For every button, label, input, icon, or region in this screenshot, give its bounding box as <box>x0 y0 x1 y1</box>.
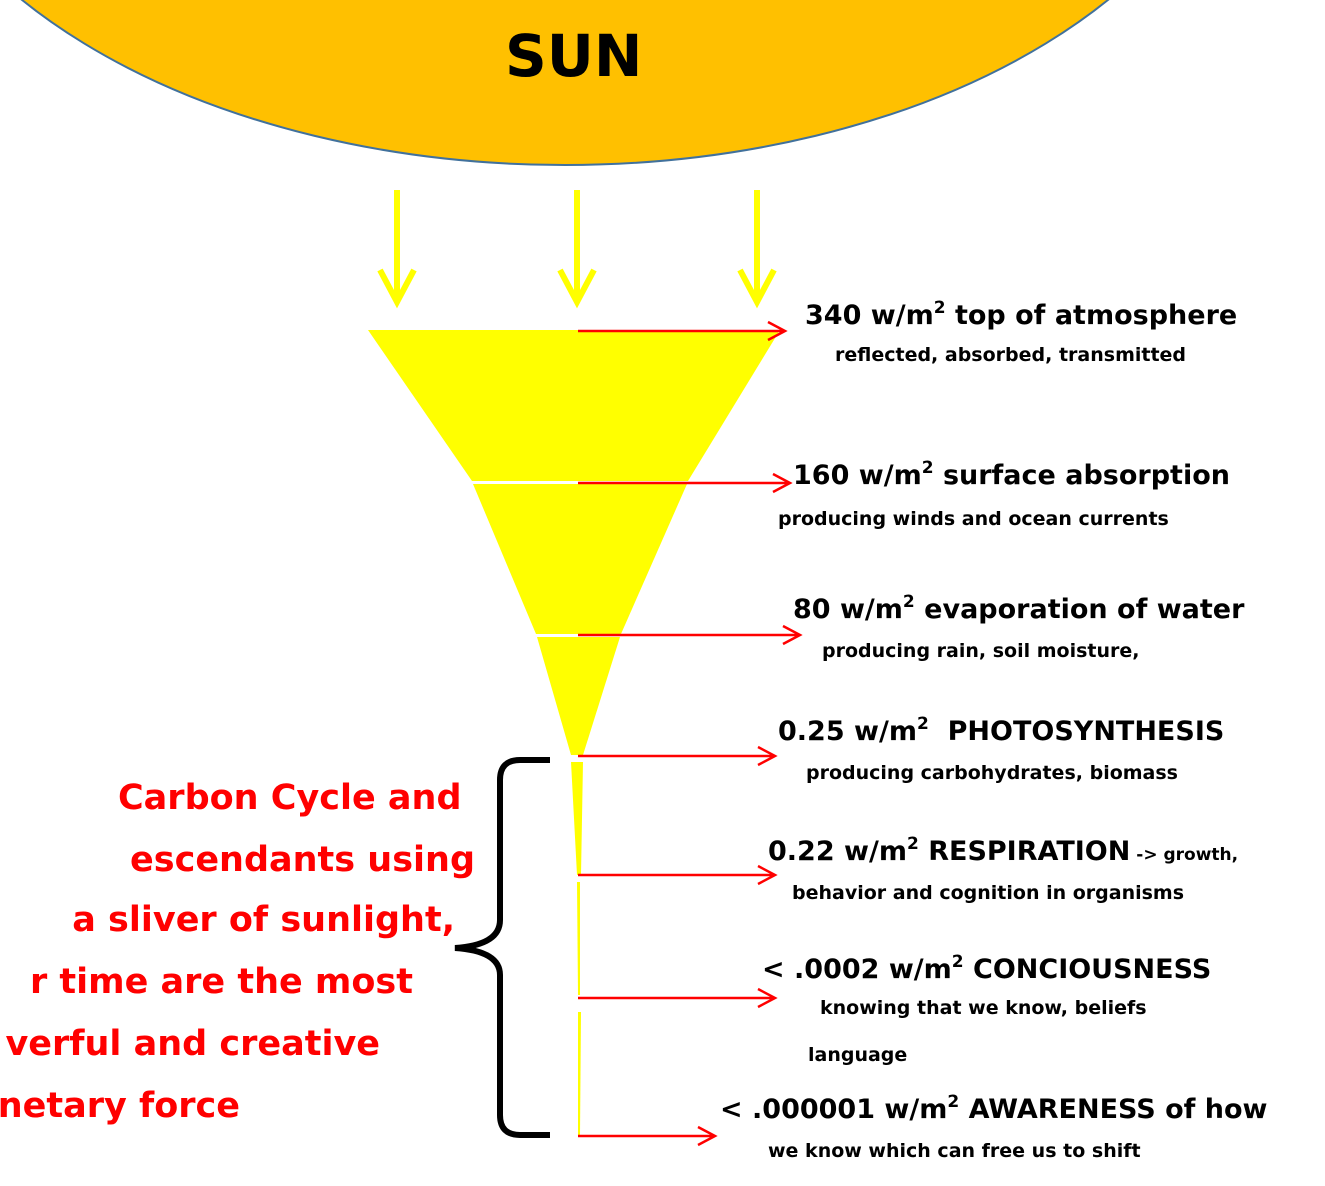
sun-label: SUN <box>505 22 643 90</box>
level-value: 0.25 w/m <box>778 716 917 747</box>
level-value: 340 w/m <box>805 300 934 331</box>
level-heading: < .000001 w/m2 AWARENESS of how <box>720 1092 1268 1125</box>
level-detail: producing winds and ocean currents <box>778 508 1169 530</box>
level-value: 0.22 w/m <box>768 836 907 867</box>
sun-rays <box>377 190 777 309</box>
level-detail: producing rain, soil moisture, <box>822 640 1140 662</box>
unit-exponent: 2 <box>947 1092 960 1112</box>
level-title: AWARENESS of how <box>959 1094 1268 1125</box>
brace <box>454 757 550 1138</box>
level-detail: language <box>808 1044 908 1066</box>
unit-exponent: 2 <box>916 714 929 734</box>
level-detail: behavior and cognition in organisms <box>792 882 1185 904</box>
level-title: top of atmosphere <box>945 300 1238 331</box>
side-text-line: Carbon Cycle and <box>118 778 462 818</box>
level-value: 160 w/m <box>793 460 922 491</box>
level-title-note: -> growth, <box>1130 845 1239 865</box>
level-title: PHOTOSYNTHESIS <box>928 716 1225 747</box>
level-detail: reflected, absorbed, transmitted <box>835 344 1187 366</box>
level-heading: 0.25 w/m2 PHOTOSYNTHESIS <box>778 714 1224 747</box>
level-title: CONCIOUSNESS <box>963 954 1212 985</box>
level-detail: producing carbohydrates, biomass <box>806 762 1178 784</box>
level-title: RESPIRATION <box>918 836 1131 867</box>
level-heading: 80 w/m2 evaporation of water <box>793 592 1244 625</box>
level-detail: we know which can free us to shift <box>768 1140 1141 1162</box>
level-arrows <box>578 320 803 1147</box>
level-heading: 340 w/m2 top of atmosphere <box>805 298 1237 331</box>
side-text-line: escendants using <box>130 840 476 880</box>
level-heading: 0.22 w/m2 RESPIRATION -> growth, <box>768 834 1238 867</box>
level-title: evaporation of water <box>914 594 1245 625</box>
unit-exponent: 2 <box>906 834 919 854</box>
level-value: < .000001 w/m <box>720 1094 948 1125</box>
level-value: < .0002 w/m <box>762 954 952 985</box>
unit-exponent: 2 <box>951 952 964 972</box>
level-detail: knowing that we know, beliefs <box>820 997 1147 1019</box>
side-text-line: a sliver of sunlight, <box>72 900 455 940</box>
unit-exponent: 2 <box>902 592 915 612</box>
level-value: 80 w/m <box>793 594 903 625</box>
sun <box>20 0 1110 166</box>
level-heading: < .0002 w/m2 CONCIOUSNESS <box>762 952 1211 985</box>
side-text-line: r time are the most <box>29 962 413 1002</box>
unit-exponent: 2 <box>921 458 934 478</box>
unit-exponent: 2 <box>933 298 946 318</box>
funnel <box>368 330 780 1135</box>
level-title: surface absorption <box>933 460 1230 491</box>
level-heading: 160 w/m2 surface absorption <box>793 458 1230 491</box>
side-text-line: netary force <box>0 1086 240 1126</box>
side-text-line: verful and creative <box>5 1024 380 1064</box>
